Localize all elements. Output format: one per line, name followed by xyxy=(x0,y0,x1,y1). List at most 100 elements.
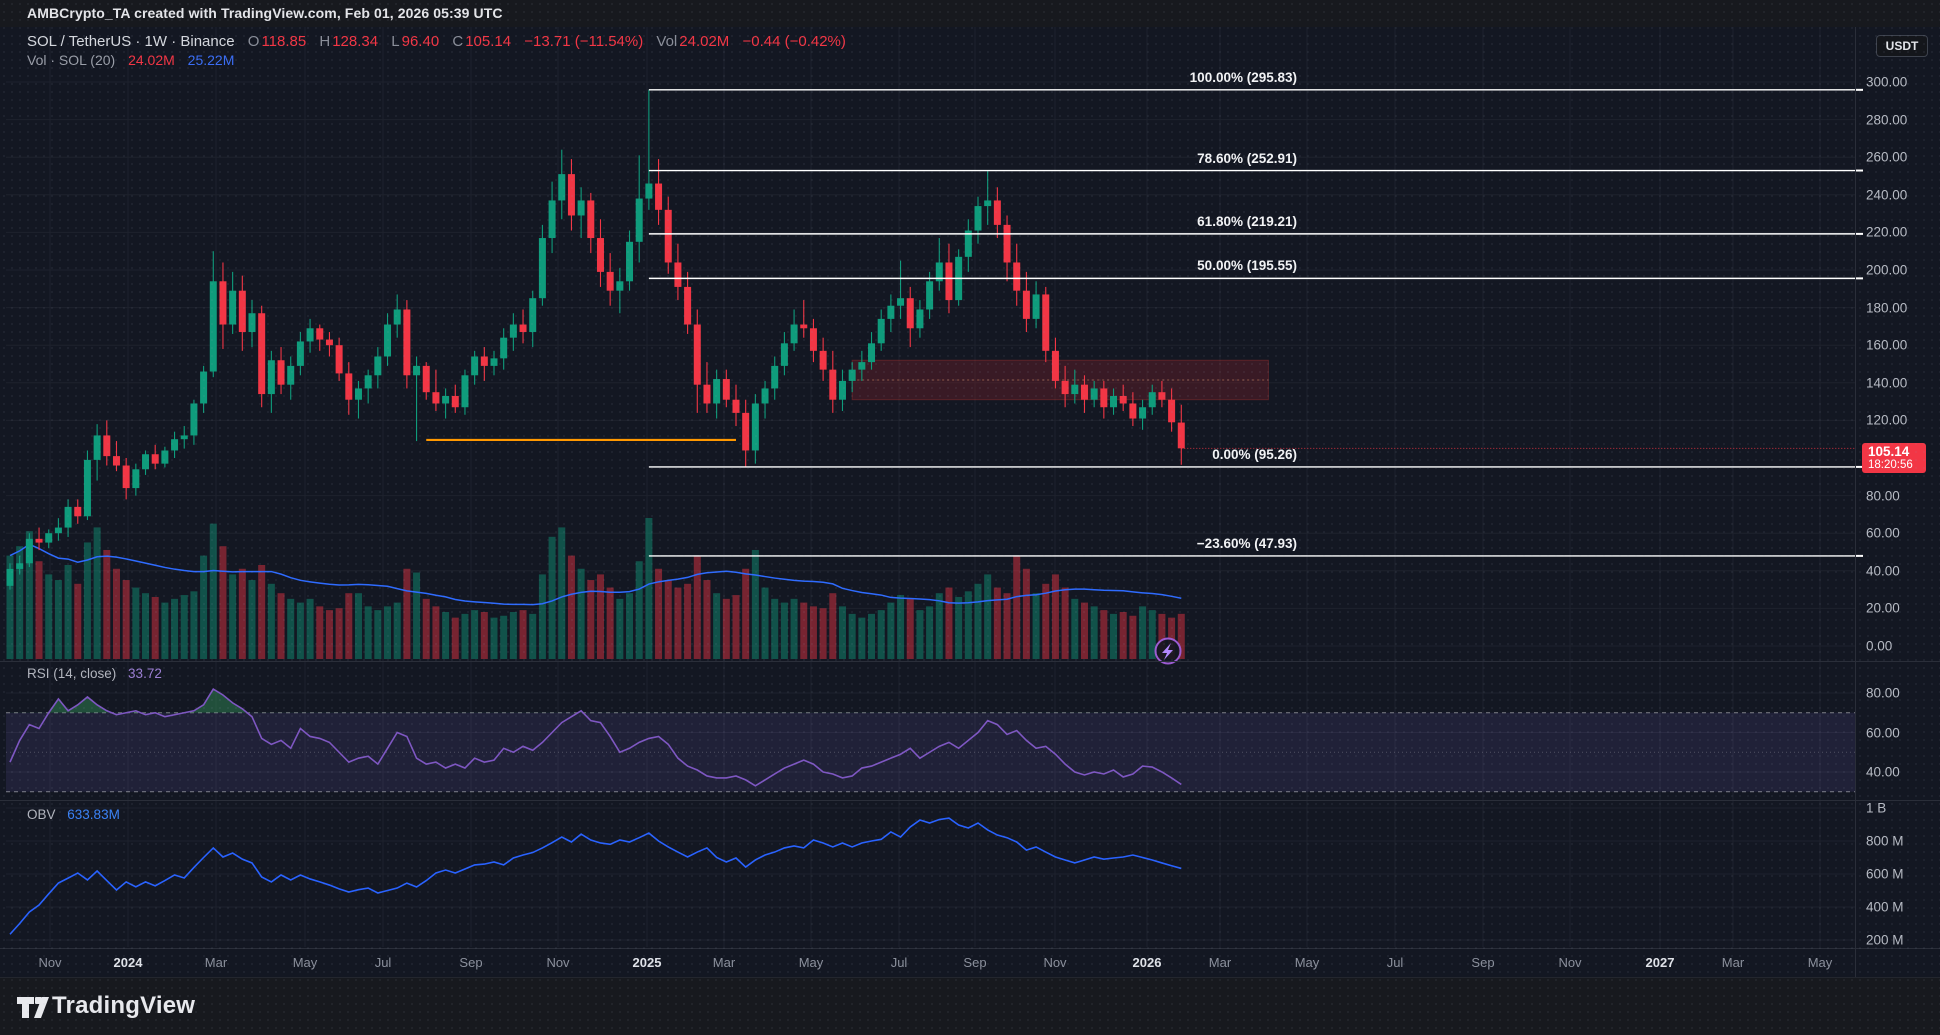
axis-tick-label: 800 M xyxy=(1866,833,1904,849)
time-tick-year: 2026 xyxy=(1132,955,1162,970)
footer-bar: TradingView xyxy=(0,977,1940,1035)
axis-tick-label: 300.00 xyxy=(1866,74,1908,90)
axis-tick-label: 80.00 xyxy=(1866,685,1900,701)
volume-ma-line xyxy=(9,543,1182,606)
time-tick-month: Sep xyxy=(963,955,987,970)
volume-ma-value-1: 24.02M xyxy=(128,52,175,68)
axis-tick-label: 180.00 xyxy=(1866,300,1908,316)
volume-indicator-label[interactable]: Vol · SOL (20) xyxy=(27,52,116,68)
rsi-legend: RSI (14, close) 33.72 xyxy=(27,666,162,681)
axis-tick-label: 200 M xyxy=(1866,932,1904,948)
time-tick-month: Mar xyxy=(712,955,736,970)
symbol-name[interactable]: SOL / TetherUS · 1W · Binance xyxy=(27,33,235,50)
axis-tick-label: 20.00 xyxy=(1866,600,1900,616)
page-title: AMBCrypto_TA created with TradingView.co… xyxy=(27,5,503,21)
time-tick-month: May xyxy=(1294,955,1320,970)
axis-tick-label: 400 M xyxy=(1866,899,1904,915)
plot-background xyxy=(6,27,1855,948)
rsi-axis[interactable]: 80.00 60.00 40.00 xyxy=(1855,663,1940,800)
axis-tick-label: 0.00 xyxy=(1866,638,1893,654)
fib-level-label: 78.60% (252.91) xyxy=(1197,150,1297,166)
supply-zone-box[interactable] xyxy=(851,359,1269,401)
time-tick-year: 2027 xyxy=(1645,955,1675,970)
obv-axis[interactable]: 1 B 800 M 600 M 400 M 200 M xyxy=(1855,801,1940,948)
axis-tick-label: 200.00 xyxy=(1866,262,1908,278)
fib-level-label: −23.60% (47.93) xyxy=(1196,535,1297,551)
bar-countdown: 18:20:56 xyxy=(1868,459,1913,471)
time-tick-year: 2025 xyxy=(632,955,662,970)
open-label: O xyxy=(247,33,260,50)
rsi-line[interactable] xyxy=(9,687,1182,787)
time-tick-month: May xyxy=(1807,955,1833,970)
time-axis-border xyxy=(0,948,1940,949)
high-label: H xyxy=(319,33,331,50)
volume-label: Vol xyxy=(656,33,678,50)
volume-bars xyxy=(6,518,1185,659)
tradingview-logo-icon[interactable] xyxy=(16,994,50,1022)
time-tick-month: Mar xyxy=(1721,955,1745,970)
time-tick-month: Mar xyxy=(204,955,228,970)
obv-value: 633.83M xyxy=(67,807,120,822)
time-tick-month: Mar xyxy=(1208,955,1232,970)
volume-ma-value-2: 25.22M xyxy=(187,52,235,68)
time-tick-month: Nov xyxy=(1558,955,1582,970)
fib-level-label: 61.80% (219.21) xyxy=(1197,213,1297,229)
axis-tick-label: 220.00 xyxy=(1866,224,1908,240)
lightning-icon xyxy=(1162,643,1173,660)
axis-tick-label: 80.00 xyxy=(1866,488,1900,504)
time-tick-month: Nov xyxy=(1043,955,1067,970)
time-tick-month: Jul xyxy=(890,955,908,970)
axis-tick-label: 60.00 xyxy=(1866,725,1900,740)
time-tick-month: Nov xyxy=(38,955,62,970)
pane-separator-obv[interactable] xyxy=(0,800,1940,801)
time-axis[interactable]: Nov 2024 Mar May Jul Sep Nov 2025 Mar May Jul Sep No… xyxy=(0,948,1855,977)
axis-tick-label: 260.00 xyxy=(1866,149,1908,165)
axis-tick-label: 120.00 xyxy=(1866,412,1908,428)
fib-retracement[interactable] xyxy=(648,88,1863,557)
axis-tick-label: 280.00 xyxy=(1866,112,1908,128)
axis-tick-label: 600 M xyxy=(1866,866,1904,882)
tradingview-wordmark[interactable]: TradingView xyxy=(52,992,196,1019)
axis-tick-label: 40.00 xyxy=(1866,563,1900,579)
axis-tick-label: 1 B xyxy=(1866,800,1887,816)
time-tick-month: Sep xyxy=(1471,955,1495,970)
low-value: 96.40 xyxy=(401,33,440,50)
change-value: −13.71 (−11.54%) xyxy=(524,33,644,50)
header-bar: AMBCrypto_TA created with TradingView.co… xyxy=(0,0,1940,27)
time-tick-month: Jul xyxy=(374,955,392,970)
pane-separator-rsi[interactable] xyxy=(0,661,1940,662)
volume-value: 24.02M xyxy=(679,33,730,50)
axis-tick-label: 40.00 xyxy=(1866,764,1900,780)
grid-lines xyxy=(6,27,1855,947)
rsi-label[interactable]: RSI (14, close) xyxy=(27,666,117,681)
volume-ma-legend: Vol · SOL (20) 24.02M 25.22M xyxy=(27,52,234,68)
fib-level-label: 100.00% (295.83) xyxy=(1189,69,1297,85)
price-axis-border xyxy=(1855,27,1856,977)
time-tick-month: Jul xyxy=(1386,955,1404,970)
axis-tick-label: 140.00 xyxy=(1866,375,1908,391)
fib-level-label: 50.00% (195.55) xyxy=(1197,258,1297,274)
price-axis[interactable]: 300.00 280.00 260.00 240.00 220.00 200.00 180.… xyxy=(1855,27,1940,660)
last-price-label: 105.14 18:20:56 xyxy=(1862,443,1926,473)
price-chart-canvas[interactable] xyxy=(0,27,1940,977)
close-label: C xyxy=(452,33,464,50)
obv-label[interactable]: OBV xyxy=(27,807,56,822)
time-tick-year: 2024 xyxy=(113,955,143,970)
axis-tick-label: 60.00 xyxy=(1866,525,1900,541)
time-tick-month: May xyxy=(292,955,318,970)
time-tick-month: Nov xyxy=(546,955,570,970)
high-value: 128.34 xyxy=(332,33,379,50)
time-tick-month: Sep xyxy=(459,955,483,970)
obv-line[interactable] xyxy=(9,817,1182,935)
candles[interactable] xyxy=(6,89,1185,590)
open-value: 118.85 xyxy=(261,33,307,50)
axis-tick-label: 240.00 xyxy=(1866,187,1908,203)
currency-toggle-button[interactable]: USDT xyxy=(1876,35,1928,57)
low-label: L xyxy=(391,33,400,50)
axis-tick-label: 160.00 xyxy=(1866,337,1908,353)
last-price-value: 105.14 xyxy=(1868,444,1910,459)
fib-level-label: 0.00% (95.26) xyxy=(1212,446,1297,462)
